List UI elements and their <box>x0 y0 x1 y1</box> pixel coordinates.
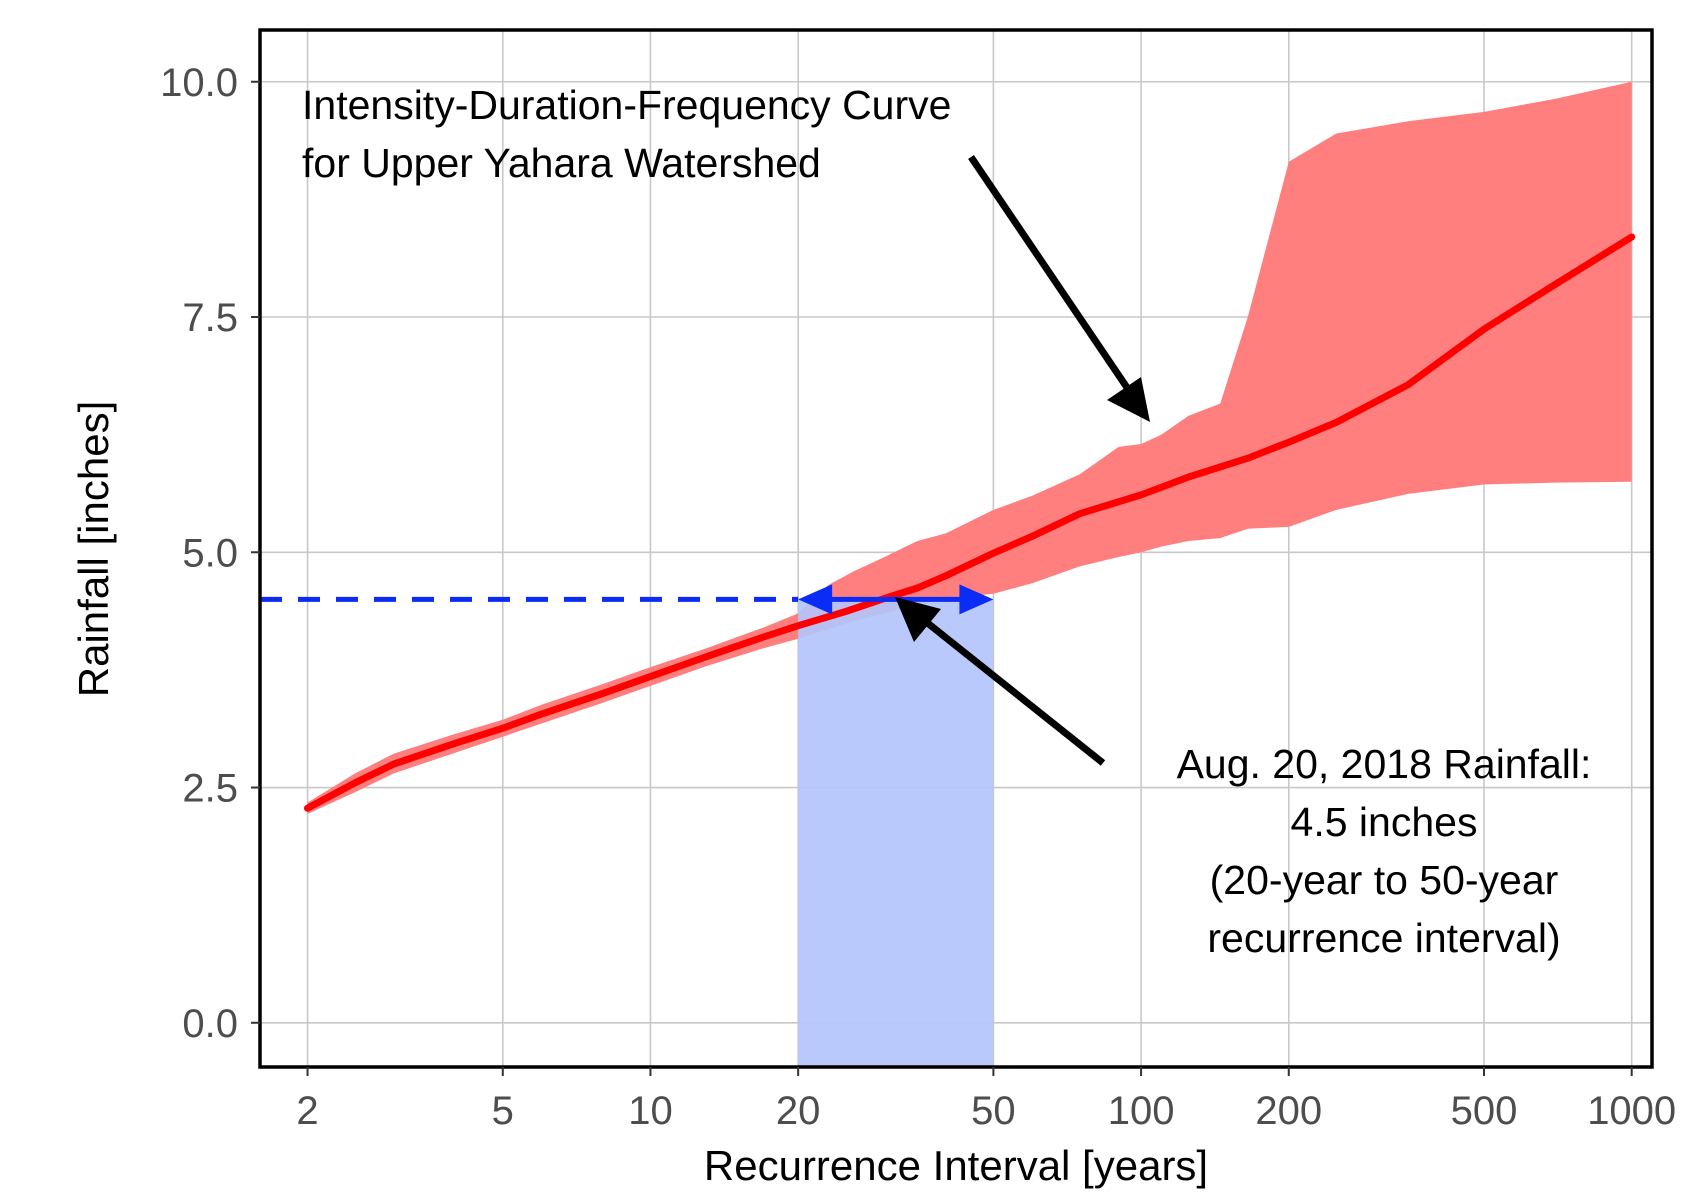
x-tick-label: 2 <box>296 1089 318 1133</box>
event-layer <box>260 584 994 615</box>
range-arrowhead-left <box>798 584 833 615</box>
y-tick-label: 2.5 <box>182 767 238 811</box>
x-tick-label: 200 <box>1255 1089 1322 1133</box>
plot-frame <box>258 28 1654 1069</box>
highlight-layer <box>798 599 994 1067</box>
x-tick-label: 50 <box>971 1089 1016 1133</box>
idf-curve-line <box>304 233 1636 812</box>
curve-annotation-line-2: for Upper Yahara Watershed <box>302 140 821 186</box>
curve-pointer-arrow <box>968 155 1150 422</box>
x-tick-label: 10 <box>628 1089 673 1133</box>
event-annotation-line-3: (20-year to 50-year <box>1210 857 1559 903</box>
line-layer <box>304 233 1636 812</box>
event-annotation-line-4: recurrence interval) <box>1207 915 1560 961</box>
x-tick-label: 1000 <box>1587 1089 1676 1133</box>
event-annotation-line-2: 4.5 inches <box>1291 799 1478 845</box>
curve-annotation-line-1: Intensity-Duration-Frequency Curve <box>302 82 951 128</box>
confidence-band <box>307 81 1632 814</box>
x-axis-title: Recurrence Interval [years] <box>704 1142 1208 1189</box>
event-pointer-arrow <box>895 597 1106 766</box>
y-tick-label: 7.5 <box>182 296 238 340</box>
tick-layer: 2 5 10 20 50 100 200 500 1000 0.0 2.5 5.0 7.5 10.0 <box>160 61 1676 1133</box>
x-tick-label: 100 <box>1108 1089 1175 1133</box>
band-layer <box>307 81 1632 814</box>
x-tick-label: 20 <box>776 1089 821 1133</box>
x-tick-label: 500 <box>1451 1089 1518 1133</box>
y-tick-label: 5.0 <box>182 531 238 575</box>
event-annotation-line-1: Aug. 20, 2018 Rainfall: <box>1177 741 1592 787</box>
x-tick-label: 5 <box>492 1089 514 1133</box>
range-arrowhead-right <box>959 584 994 615</box>
recurrence-range-highlight <box>798 599 994 1067</box>
y-tick-label: 10.0 <box>160 61 238 105</box>
y-tick-label: 0.0 <box>182 1002 238 1046</box>
y-axis-title: Rainfall [inches] <box>70 401 117 697</box>
